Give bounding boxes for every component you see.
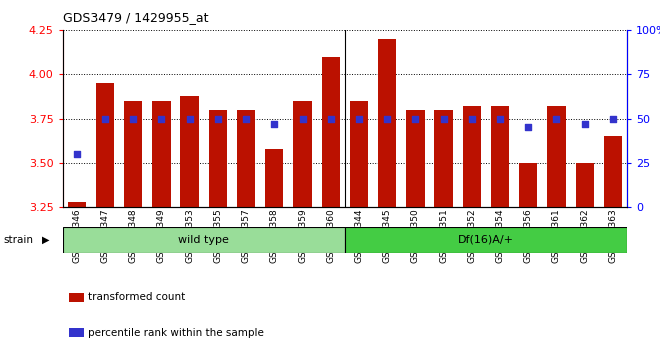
Point xyxy=(269,121,280,127)
Text: Df(16)A/+: Df(16)A/+ xyxy=(458,235,514,245)
Bar xyxy=(293,101,312,207)
Point xyxy=(523,125,533,130)
Bar xyxy=(265,149,284,207)
Point xyxy=(213,116,223,121)
Bar xyxy=(604,136,622,207)
Point xyxy=(438,116,449,121)
Point xyxy=(551,116,562,121)
Bar xyxy=(124,101,143,207)
Bar xyxy=(67,202,86,207)
Point xyxy=(410,116,420,121)
Text: GDS3479 / 1429955_at: GDS3479 / 1429955_at xyxy=(63,11,208,24)
Bar xyxy=(576,163,594,207)
Point xyxy=(241,116,251,121)
Point xyxy=(354,116,364,121)
Bar xyxy=(406,110,424,207)
Bar xyxy=(491,106,510,207)
Text: percentile rank within the sample: percentile rank within the sample xyxy=(88,328,263,338)
Point xyxy=(382,116,393,121)
Point xyxy=(608,116,618,121)
Bar xyxy=(96,83,114,207)
Bar xyxy=(378,39,397,207)
Bar xyxy=(152,101,171,207)
Bar xyxy=(237,110,255,207)
Text: wild type: wild type xyxy=(178,235,229,245)
Bar xyxy=(519,163,537,207)
Bar xyxy=(350,101,368,207)
Point xyxy=(100,116,110,121)
Bar xyxy=(209,110,227,207)
Point xyxy=(467,116,477,121)
Bar xyxy=(321,57,340,207)
Point xyxy=(495,116,506,121)
Point xyxy=(156,116,167,121)
Point xyxy=(297,116,308,121)
Bar xyxy=(434,110,453,207)
Bar xyxy=(463,106,481,207)
Bar xyxy=(63,227,345,253)
Point xyxy=(128,116,139,121)
Bar xyxy=(547,106,566,207)
Text: transformed count: transformed count xyxy=(88,292,185,302)
Point xyxy=(184,116,195,121)
Point xyxy=(325,116,336,121)
Bar xyxy=(180,96,199,207)
Text: strain: strain xyxy=(3,235,33,245)
Point xyxy=(579,121,590,127)
Bar xyxy=(345,227,627,253)
Point xyxy=(71,151,82,157)
Text: ▶: ▶ xyxy=(42,235,49,245)
